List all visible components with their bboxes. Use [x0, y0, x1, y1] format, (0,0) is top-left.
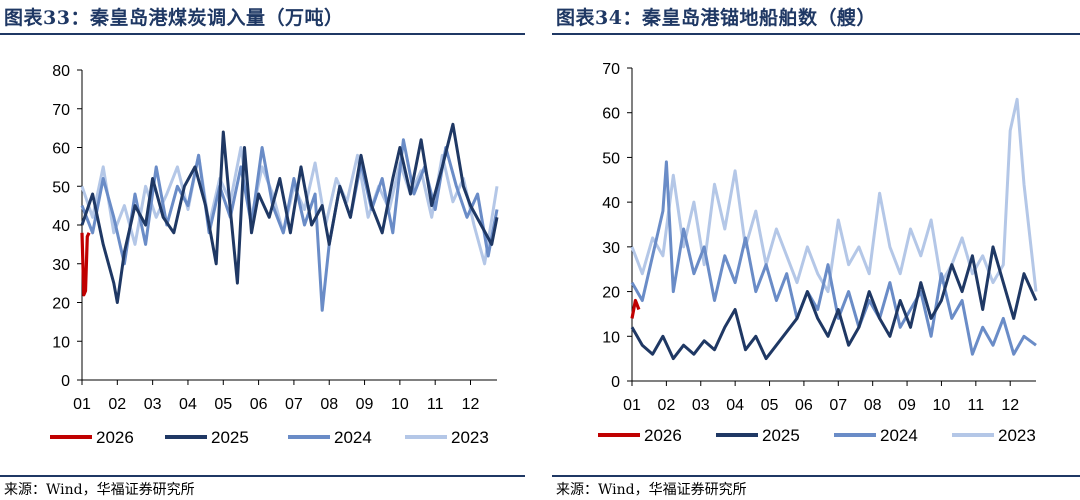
x-tick-label: 11 [427, 396, 444, 413]
x-tick-label: 04 [726, 397, 744, 414]
legend-label-2024: 2024 [334, 428, 372, 447]
x-tick-label: 03 [144, 396, 162, 413]
legend-label-2026: 2026 [644, 426, 682, 445]
chart-title: 图表33：秦皇岛港煤炭调入量（万吨） [4, 7, 344, 29]
x-tick-label: 08 [864, 397, 882, 414]
legend-label-2023: 2023 [451, 428, 489, 447]
legend-label-2023: 2023 [998, 426, 1036, 445]
x-tick-label: 04 [179, 396, 197, 413]
series-line-2026 [630, 298, 641, 319]
series-line-2025 [80, 122, 499, 304]
source-note: 来源：Wind，华福证券研究所 [4, 482, 195, 498]
y-tick-label: 30 [52, 257, 70, 274]
series-line-2026 [80, 232, 91, 297]
y-tick-label: 70 [602, 61, 620, 78]
y-tick-label: 40 [602, 195, 620, 212]
x-tick-label: 03 [692, 397, 710, 414]
x-tick-label: 07 [829, 397, 847, 414]
y-tick-label: 80 [52, 63, 70, 80]
x-tick-label: 09 [356, 396, 374, 413]
title-rule [0, 33, 525, 35]
x-tick-label: 12 [462, 396, 480, 413]
x-tick-label: 01 [73, 396, 91, 413]
y-tick-label: 60 [602, 106, 620, 123]
legend-label-2025: 2025 [762, 426, 800, 445]
y-tick-label: 10 [52, 334, 70, 351]
x-tick-label: 10 [391, 396, 409, 413]
chart-title: 图表34：秦皇岛港锚地船舶数（艘） [556, 7, 876, 29]
x-tick-label: 05 [214, 396, 232, 413]
x-tick-label: 10 [933, 397, 951, 414]
chart-coal-inflow: 0 10 20 30 40 50 60 70 80 01 02 03 04 05 06 07 08 09 10 11 1… [50, 63, 499, 447]
x-tick-label: 01 [623, 397, 641, 414]
footer-rule [0, 475, 525, 477]
y-tick-label: 70 [52, 102, 70, 119]
x-tick-label: 07 [285, 396, 303, 413]
y-tick-label: 20 [602, 285, 620, 302]
x-tick-label: 02 [657, 397, 675, 414]
footer-rule [552, 475, 1080, 477]
x-tick-label: 05 [761, 397, 779, 414]
y-tick-label: 0 [61, 373, 70, 390]
y-tick-label: 50 [602, 150, 620, 167]
y-tick-label: 60 [52, 141, 70, 158]
title-rule [552, 33, 1080, 35]
x-tick-label: 08 [320, 396, 338, 413]
y-tick-label: 40 [52, 218, 70, 235]
legend-label-2025: 2025 [211, 428, 249, 447]
x-tick-label: 06 [250, 396, 268, 413]
source-note: 来源：Wind，华福证券研究所 [556, 482, 747, 498]
y-tick-label: 10 [602, 329, 620, 346]
legend-label-2026: 2026 [96, 428, 134, 447]
x-tick-label: 02 [108, 396, 126, 413]
panel-anchored-ships: 图表34：秦皇岛港锚地船舶数（艘） 0 10 20 30 40 50 60 70 01 02 03 0… [552, 0, 1080, 500]
x-tick-label: 06 [795, 397, 813, 414]
series-line-2025 [630, 245, 1038, 361]
x-tick-label: 11 [968, 397, 985, 414]
series-line-2024 [630, 160, 1037, 356]
x-tick-label: 12 [1001, 397, 1019, 414]
x-tick-label: 09 [898, 397, 916, 414]
y-tick-label: 50 [52, 179, 70, 196]
y-tick-label: 30 [602, 240, 620, 257]
y-tick-label: 0 [611, 374, 620, 391]
chart-anchored-ships: 0 10 20 30 40 50 60 70 01 02 03 04 05 06 07 08 09 10 11 12 2… [598, 61, 1038, 445]
legend-label-2024: 2024 [880, 426, 918, 445]
y-tick-label: 20 [52, 296, 70, 313]
panel-coal-inflow: 图表33：秦皇岛港煤炭调入量（万吨） 0 10 20 30 40 50 60 70 80 01 02… [0, 0, 525, 500]
